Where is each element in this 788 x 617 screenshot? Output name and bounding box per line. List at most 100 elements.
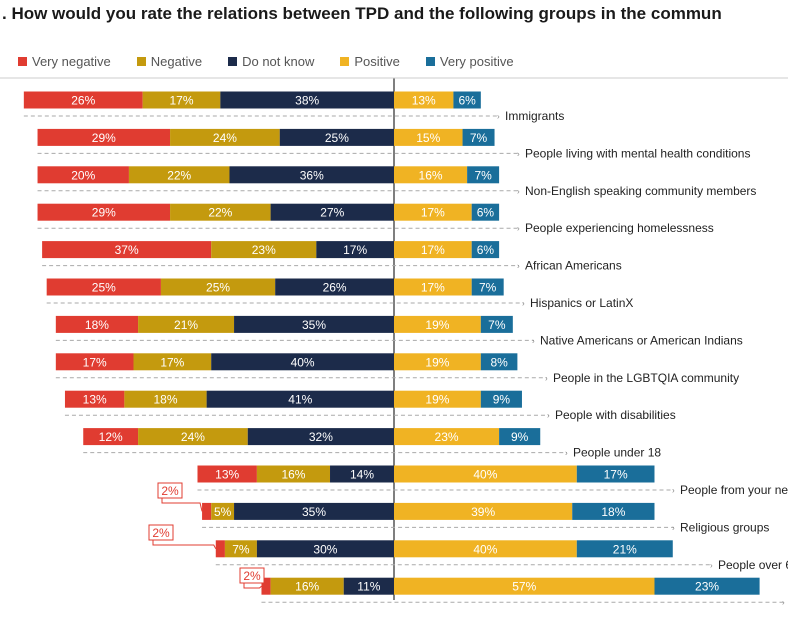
bar-positive — [394, 315, 481, 333]
bar-negative — [256, 465, 331, 483]
callout-line — [152, 540, 217, 550]
bar-negative — [124, 390, 207, 408]
arrow-icon: › — [565, 449, 568, 458]
value-label: 17% — [83, 355, 107, 369]
value-label: 23% — [695, 580, 719, 594]
bar-positive — [394, 166, 468, 184]
bar-very-positive — [654, 577, 760, 595]
bar-negative — [224, 540, 257, 558]
bar-positive — [394, 502, 573, 520]
callout-box — [148, 524, 174, 541]
callout-value: 2% — [152, 526, 170, 540]
value-label: 11% — [357, 580, 380, 594]
bar-very-negative — [37, 203, 171, 221]
value-label: 18% — [601, 505, 625, 519]
category-label: Religious groups — [680, 520, 769, 534]
bar-very-negative — [83, 428, 139, 446]
callout-value: 2% — [243, 569, 261, 583]
value-label: 27% — [320, 206, 344, 220]
bar-very-negative — [42, 241, 212, 259]
bar-negative — [211, 241, 317, 259]
value-label: 26% — [71, 94, 95, 108]
value-label: 26% — [323, 281, 347, 295]
value-label: 15% — [416, 131, 440, 145]
bar-very-positive — [480, 353, 518, 371]
value-label: 7% — [488, 318, 506, 332]
value-label: 57% — [512, 580, 536, 594]
category-label: Non-English speaking community members — [525, 184, 756, 198]
value-label: 16% — [281, 468, 305, 482]
callout-line — [161, 498, 203, 512]
bar-do-not-know — [256, 540, 394, 558]
bar-negative — [211, 502, 235, 520]
value-label: 9% — [511, 430, 529, 444]
bar-very-positive — [499, 428, 541, 446]
value-label: 13% — [83, 393, 107, 407]
arrow-icon: › — [522, 299, 525, 308]
bar-do-not-know — [330, 465, 394, 483]
bar-do-not-know — [234, 502, 394, 520]
legend-swatch — [425, 57, 435, 66]
bar-very-negative — [202, 502, 212, 520]
bar-very-negative — [261, 577, 271, 595]
value-label: 24% — [181, 430, 205, 444]
legend-label: Very positive — [439, 54, 514, 69]
value-label: 19% — [425, 318, 449, 332]
bar-positive — [394, 465, 577, 483]
value-label: 21% — [613, 542, 637, 556]
bar-very-positive — [462, 128, 495, 146]
value-label: 41% — [288, 393, 312, 407]
value-label: 32% — [309, 430, 333, 444]
bar-negative — [128, 166, 230, 184]
bar-very-positive — [471, 241, 500, 259]
value-label: 5% — [214, 505, 232, 519]
category-label: People living with mental health conditi… — [525, 146, 750, 160]
bar-very-positive — [572, 502, 655, 520]
legend-swatch — [18, 57, 27, 66]
bar-very-positive — [471, 278, 504, 296]
bar-do-not-know — [229, 166, 394, 184]
legend-item-do-not-know: Do not know — [228, 54, 314, 69]
value-label: 17% — [421, 206, 445, 220]
bar-very-positive — [576, 540, 673, 558]
value-label: 20% — [71, 168, 95, 182]
value-label: 17% — [421, 281, 445, 295]
value-label: 24% — [213, 131, 237, 145]
value-label: 17% — [604, 468, 628, 482]
legend-item-very-negative: Very negative — [18, 54, 111, 69]
category-label: People with disabilities — [555, 408, 676, 422]
value-label: 22% — [208, 206, 232, 220]
bar-do-not-know — [206, 390, 394, 408]
value-label: 14% — [350, 468, 374, 482]
value-label: 23% — [435, 430, 459, 444]
value-label: 23% — [252, 243, 276, 257]
bar-very-negative — [55, 315, 139, 333]
bar-positive — [394, 91, 454, 109]
value-label: 18% — [153, 393, 177, 407]
callout-value: 2% — [161, 484, 179, 498]
legend-item-very-positive: Very positive — [425, 54, 514, 69]
arrow-icon: › — [672, 486, 675, 495]
bar-very-positive — [467, 166, 500, 184]
legend-swatch — [340, 57, 350, 66]
value-label: 38% — [295, 94, 319, 108]
bar-do-not-know — [279, 128, 394, 146]
category-label: Immigrants — [505, 109, 564, 123]
bar-very-negative — [37, 166, 129, 184]
category-label: People over 6 — [718, 558, 788, 572]
bar-very-positive — [453, 91, 481, 109]
value-label: 40% — [473, 468, 497, 482]
arrow-icon: › — [782, 598, 785, 607]
arrow-icon: › — [517, 262, 520, 271]
value-label: 9% — [493, 393, 511, 407]
bar-very-negative — [215, 540, 225, 558]
value-label: 29% — [92, 131, 116, 145]
value-label: 25% — [325, 131, 349, 145]
value-label: 35% — [302, 505, 326, 519]
bar-very-negative — [64, 390, 125, 408]
bar-positive — [394, 577, 655, 595]
category-label: People experiencing homelessness — [525, 221, 714, 235]
bar-negative — [142, 91, 221, 109]
bar-very-negative — [197, 465, 257, 483]
arrow-icon: › — [517, 187, 520, 196]
